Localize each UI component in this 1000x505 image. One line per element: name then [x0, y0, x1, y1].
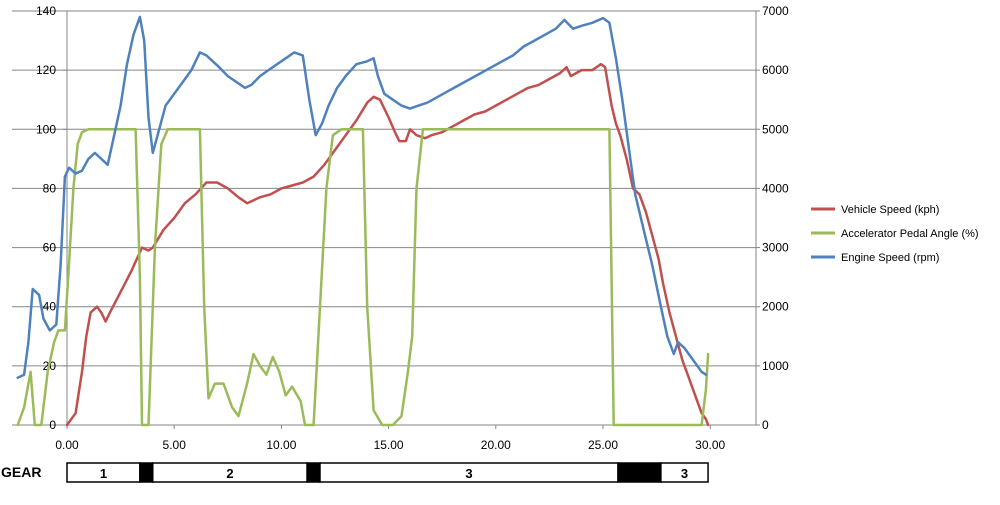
- gridlines: [12, 10, 756, 367]
- gear-segment-label: 3: [465, 466, 472, 481]
- x-tick-label: 15.00: [374, 438, 404, 452]
- y2-tick-label: 0: [762, 418, 769, 432]
- y-tick-label: 120: [36, 63, 56, 77]
- x-axis-tick-labels: 0.00 5.00 10.00 15.00 20.00 25.00 30.00: [55, 425, 726, 452]
- y-tick-label: 40: [43, 300, 57, 314]
- legend-label: Vehicle Speed (kph): [841, 204, 939, 216]
- series-lines: [16, 15, 710, 427]
- y-tick-label: 80: [43, 181, 57, 195]
- gear-segment-label: 1: [100, 466, 107, 481]
- x-tick-label: 10.00: [266, 438, 296, 452]
- gear-bar: GEAR 1 2 3 3: [1, 462, 709, 483]
- gear-title: GEAR: [1, 464, 41, 480]
- legend-item: Engine Speed (rpm): [811, 252, 939, 264]
- gear-segment: [660, 462, 709, 483]
- y2-tick-label: 5000: [762, 122, 789, 136]
- gear-segment-label: 3: [681, 466, 688, 481]
- gear-shift-segment: [617, 462, 662, 483]
- legend-label: Engine Speed (rpm): [841, 252, 939, 264]
- gear-segment-label: 2: [226, 466, 233, 481]
- y2-axis-tick-labels: 0 1000 2000 3000 4000 5000 6000 7000: [756, 4, 789, 432]
- x-tick-label: 5.00: [163, 438, 187, 452]
- y-tick-label: 0: [49, 418, 56, 432]
- legend: Vehicle Speed (kph) Accelerator Pedal Ang…: [811, 204, 979, 264]
- y-tick-label: 100: [36, 122, 56, 136]
- y2-tick-label: 2000: [762, 300, 789, 314]
- legend-item: Vehicle Speed (kph): [811, 204, 939, 216]
- y2-tick-label: 1000: [762, 359, 789, 373]
- gear-shift-segment: [139, 462, 154, 483]
- y2-tick-label: 7000: [762, 4, 789, 18]
- y2-tick-label: 4000: [762, 181, 789, 195]
- x-tick-label: 20.00: [481, 438, 511, 452]
- y-tick-label: 60: [43, 241, 57, 255]
- gear-shift-segment: [306, 462, 321, 483]
- series-line-3: [16, 15, 708, 379]
- x-tick-label: 30.00: [695, 438, 725, 452]
- y-tick-label: 140: [36, 4, 56, 18]
- y2-tick-label: 3000: [762, 241, 789, 255]
- legend-item: Accelerator Pedal Angle (%): [811, 228, 979, 240]
- x-tick-label: 0.00: [55, 438, 79, 452]
- legend-label: Accelerator Pedal Angle (%): [841, 228, 979, 240]
- x-tick-label: 25.00: [588, 438, 618, 452]
- y2-tick-label: 6000: [762, 63, 789, 77]
- series-line-2: [16, 128, 710, 427]
